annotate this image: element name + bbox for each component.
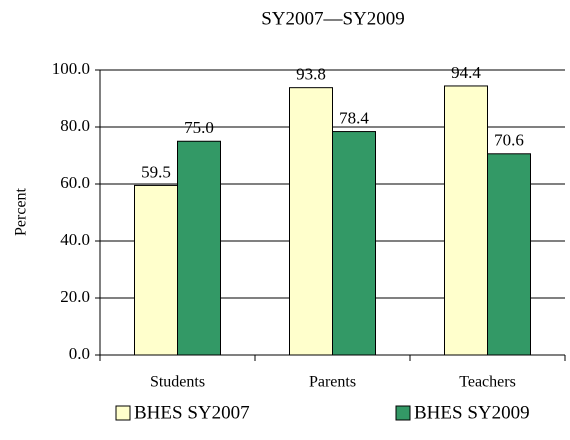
y-tick-label: 40.0 <box>60 230 90 249</box>
value-label: 70.6 <box>494 131 524 150</box>
y-tick-label: 60.0 <box>60 173 90 192</box>
bar <box>444 85 488 356</box>
x-tick-label: Students <box>150 374 205 391</box>
value-label: 93.8 <box>296 65 326 84</box>
y-tick-label: 20.0 <box>60 287 90 306</box>
y-tick-label: 0.0 <box>69 344 90 363</box>
legend-swatch <box>115 405 131 421</box>
legend-label: BHES SY2009 <box>414 402 530 423</box>
bar <box>134 184 178 356</box>
value-label: 59.5 <box>141 162 171 181</box>
x-tick-label: Teachers <box>459 374 516 391</box>
bar <box>487 153 531 356</box>
bar <box>177 140 221 356</box>
bar <box>332 131 376 356</box>
legend-label: BHES SY2007 <box>134 402 250 423</box>
bar <box>289 87 333 356</box>
value-label: 75.0 <box>184 118 214 137</box>
y-axis-label: Percent <box>13 187 30 236</box>
value-label: 78.4 <box>339 108 369 127</box>
chart-title: SY2007—SY2009 <box>261 8 405 29</box>
y-tick-label: 80.0 <box>60 116 90 135</box>
x-tick-label: Parents <box>309 374 356 391</box>
y-tick-label: 100.0 <box>52 59 90 78</box>
value-label: 94.4 <box>451 63 481 82</box>
legend-swatch <box>395 405 411 421</box>
